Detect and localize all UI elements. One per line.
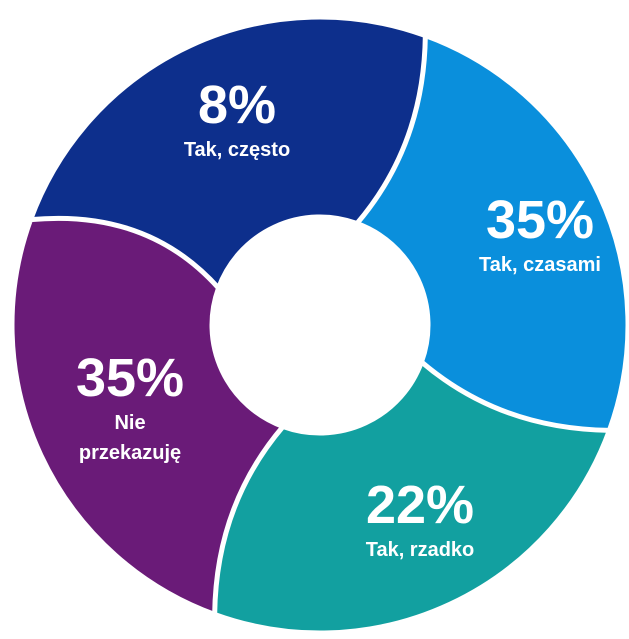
label: 35% Tak, czasami [460, 190, 620, 280]
category-label: Tak, rzadko [365, 539, 475, 561]
category-label: Tak, czasami [479, 254, 601, 276]
label: 35% Nie przekazuję [70, 348, 190, 468]
label: 22% Tak, rzadko [330, 475, 510, 565]
value-label: 22% [365, 475, 475, 535]
label: 8% Tak, często [182, 75, 292, 165]
category-label: Nie przekazuję [78, 412, 182, 464]
value-label: 8% [197, 75, 277, 135]
category-label: Tak, często [183, 139, 291, 161]
segment [9, 215, 288, 618]
value-label: 35% [485, 190, 595, 250]
value-label: 35% [75, 348, 185, 408]
